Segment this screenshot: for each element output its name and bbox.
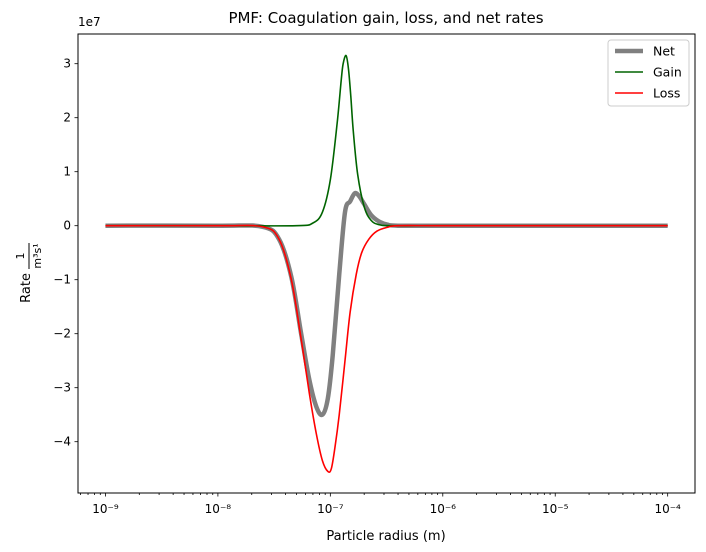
- x-tick-label: 10⁻⁸: [205, 502, 232, 516]
- series-line-loss: [105, 224, 668, 473]
- y-tick-label: 3: [63, 57, 71, 71]
- plot-frame: [77, 33, 696, 494]
- y-tick-label: 1: [63, 165, 71, 179]
- y-tick-label: −1: [53, 273, 71, 287]
- x-axis: 10⁻⁹ 10⁻⁸ 10⁻⁷ 10⁻⁶ 10⁻⁵ 10⁻⁴: [80, 493, 681, 516]
- y-tick-label: 2: [63, 111, 71, 125]
- x-tick-label: 10⁻⁷: [317, 502, 344, 516]
- y-tick-label: 0: [63, 219, 71, 233]
- legend-label-gain: Gain: [653, 65, 682, 80]
- x-tick-label: 10⁻⁹: [92, 502, 119, 516]
- legend-label-net: Net: [653, 44, 675, 59]
- chart-title: PMF: Coagulation gain, loss, and net rat…: [228, 9, 543, 27]
- y-tick-label: −3: [53, 381, 71, 395]
- y-axis: 3 2 1 0 −1 −2 −3 −4: [53, 57, 78, 449]
- legend-frame: [607, 39, 690, 107]
- y-offset-label: 1e7: [78, 15, 101, 29]
- y-axis-label-denominator: m³s¹: [31, 243, 44, 268]
- y-tick-label: −2: [53, 327, 71, 341]
- x-axis-label: Particle radius (m): [326, 529, 445, 544]
- y-tick-label: −4: [53, 435, 71, 449]
- y-axis-label-prefix: Rate: [19, 273, 34, 303]
- x-tick-label: 10⁻⁴: [654, 502, 681, 516]
- series-group: [105, 54, 668, 473]
- legend: Net Gain Loss: [607, 39, 690, 107]
- y-axis-label-numerator: 1: [14, 253, 27, 260]
- legend-label-loss: Loss: [653, 86, 680, 101]
- x-tick-label: 10⁻⁵: [542, 502, 569, 516]
- plot-area: [77, 33, 696, 494]
- y-axis-label: Rate 1 m³s¹: [14, 243, 44, 303]
- x-tick-label: 10⁻⁶: [430, 502, 457, 516]
